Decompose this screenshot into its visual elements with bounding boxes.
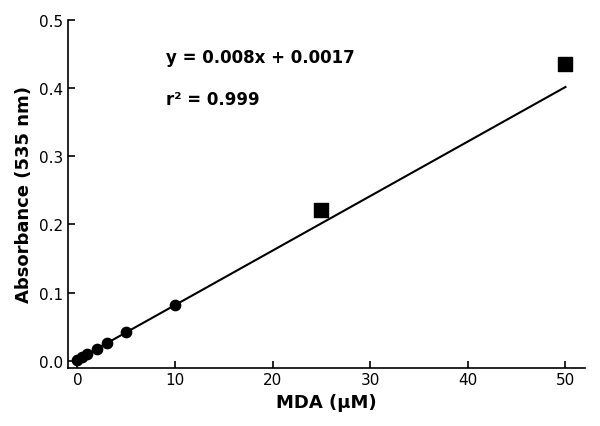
Point (102, 340, 112, 347)
X-axis label: MDA (μM): MDA (μM) (276, 393, 377, 411)
Point (170, 302, 180, 309)
Point (73, 357, 82, 363)
Point (317, 207, 326, 213)
Text: r² = 0.999: r² = 0.999 (166, 90, 260, 108)
Point (77, 354, 87, 360)
Point (560, 62, 570, 69)
Y-axis label: Absorbance (535 nm): Absorbance (535 nm) (15, 86, 33, 302)
Point (121, 329, 131, 336)
Point (82, 351, 92, 358)
Point (92, 345, 102, 352)
Text: y = 0.008x + 0.0017: y = 0.008x + 0.0017 (166, 49, 355, 66)
